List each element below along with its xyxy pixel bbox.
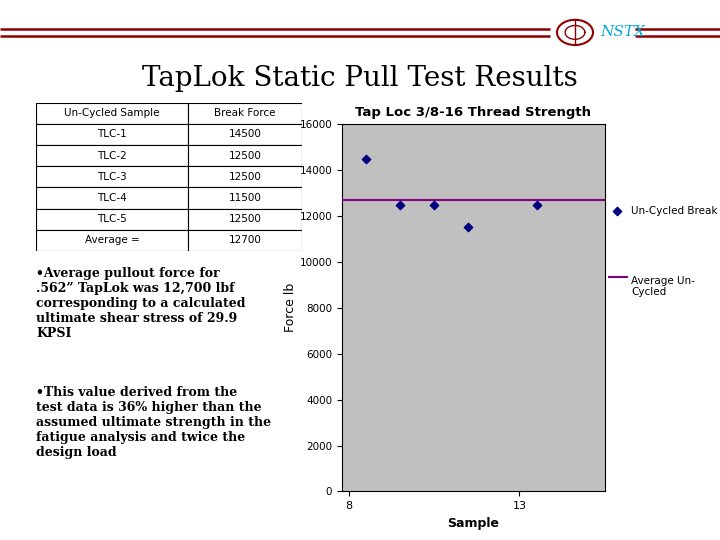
Point bbox=[360, 154, 372, 163]
Point bbox=[611, 206, 623, 215]
Bar bbox=[188, 124, 302, 145]
Bar bbox=[188, 166, 302, 187]
Title: Tap Loc 3/8-16 Thread Strength: Tap Loc 3/8-16 Thread Strength bbox=[356, 106, 591, 119]
Text: 12500: 12500 bbox=[229, 214, 261, 224]
Text: Un-Cycled Sample: Un-Cycled Sample bbox=[64, 108, 160, 118]
X-axis label: Sample: Sample bbox=[447, 517, 500, 530]
Text: Average Un-
Cycled: Average Un- Cycled bbox=[631, 275, 696, 297]
Bar bbox=[188, 208, 302, 230]
Bar bbox=[188, 187, 302, 208]
Bar bbox=[188, 145, 302, 166]
Text: Un-Cycled Break: Un-Cycled Break bbox=[631, 206, 718, 216]
Text: •This value derived from the
test data is 36% higher than the
assumed ultimate s: •This value derived from the test data i… bbox=[36, 386, 271, 459]
Text: TLC-2: TLC-2 bbox=[97, 151, 127, 160]
Text: •Average pullout force for
.562” TapLok was 12,700 lbf
corresponding to a calcul: •Average pullout force for .562” TapLok … bbox=[36, 267, 246, 340]
Text: 14500: 14500 bbox=[229, 130, 261, 139]
Text: 12500: 12500 bbox=[229, 151, 261, 160]
Y-axis label: Force lb: Force lb bbox=[284, 283, 297, 333]
Point bbox=[531, 200, 542, 209]
Bar bbox=[36, 230, 188, 251]
Bar bbox=[188, 103, 302, 124]
Text: TLC-3: TLC-3 bbox=[97, 172, 127, 182]
Bar bbox=[36, 187, 188, 208]
Bar bbox=[36, 166, 188, 187]
Text: 12500: 12500 bbox=[229, 172, 261, 182]
Text: 11500: 11500 bbox=[229, 193, 261, 203]
Text: TapLok Static Pull Test Results: TapLok Static Pull Test Results bbox=[142, 65, 578, 92]
Bar bbox=[36, 208, 188, 230]
Bar bbox=[36, 103, 188, 124]
Bar bbox=[188, 230, 302, 251]
Text: Break Force: Break Force bbox=[215, 108, 276, 118]
Text: NSTX: NSTX bbox=[600, 25, 645, 39]
Text: 12700: 12700 bbox=[229, 235, 261, 246]
Bar bbox=[36, 145, 188, 166]
Text: TLC-5: TLC-5 bbox=[97, 214, 127, 224]
Text: TLC-4: TLC-4 bbox=[97, 193, 127, 203]
Bar bbox=[36, 124, 188, 145]
Point bbox=[395, 200, 406, 209]
Text: Average =: Average = bbox=[84, 235, 139, 246]
Point bbox=[428, 200, 440, 209]
Text: TLC-1: TLC-1 bbox=[97, 130, 127, 139]
Point bbox=[462, 223, 474, 232]
